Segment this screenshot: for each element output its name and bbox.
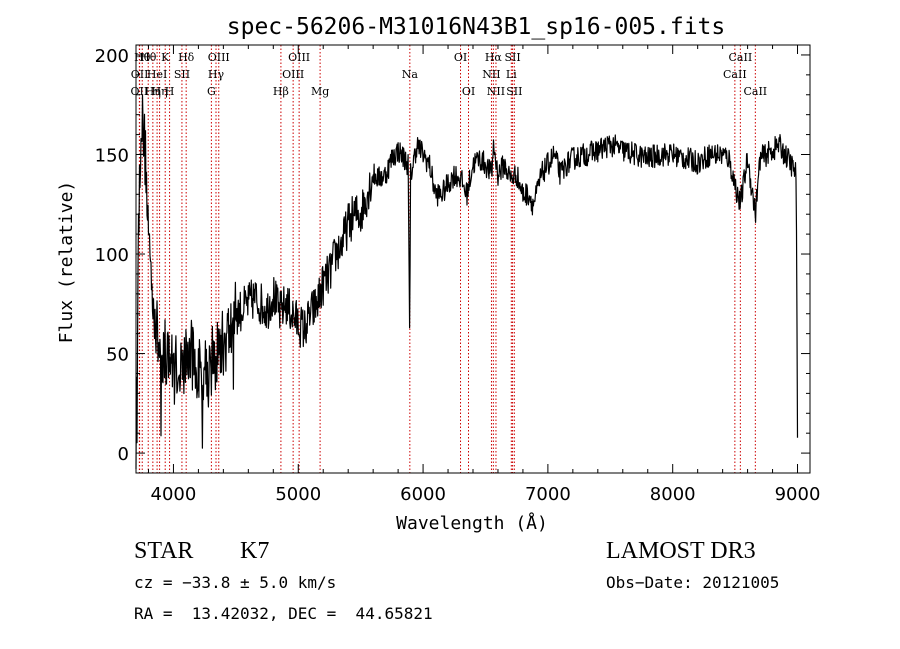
- x-axis-ticks: 4000 5000 6000 7000 8000 9000: [147, 45, 821, 505]
- line-label-22: Hα: [485, 51, 503, 64]
- emission-line-labels: OIIOIIHθHθHηHeIHηKHSIIHδGHγOIIIHβOIIIOII…: [131, 51, 768, 98]
- redshift-cz: cz = −33.8 ± 5.0 km/s: [134, 573, 337, 592]
- y-axis-label: Flux (relative): [56, 181, 77, 344]
- line-label-11: G: [207, 85, 216, 98]
- line-label-3: Hθ: [140, 51, 157, 64]
- line-label-28: CaII: [729, 51, 753, 64]
- line-label-9: SII: [174, 68, 190, 81]
- x-axis-label: Wavelength (Å): [396, 512, 548, 534]
- x-tick-label: 5000: [275, 484, 321, 505]
- line-label-13: OIII: [208, 51, 230, 64]
- object-subclass: K7: [240, 538, 270, 564]
- x-tick-label: 9000: [775, 484, 821, 505]
- line-label-14: Hβ: [273, 85, 289, 98]
- x-tick-label: 6000: [400, 484, 446, 505]
- line-label-29: CaII: [743, 85, 767, 98]
- line-label-7: K: [161, 51, 170, 64]
- y-tick-label: 200: [95, 46, 129, 67]
- line-label-27: CaII: [723, 68, 747, 81]
- line-label-25: SII: [504, 51, 520, 64]
- y-axis-ticks: 0 50 100 150 200: [95, 46, 810, 465]
- x-tick-label: 4000: [151, 484, 197, 505]
- line-label-19: OI: [454, 51, 467, 64]
- line-label-17: Mg: [311, 85, 329, 98]
- x-tick-label: 7000: [525, 484, 571, 505]
- y-tick-label: 50: [106, 345, 129, 366]
- coordinates: RA = 13.42032, DEC = 44.65821: [134, 604, 433, 623]
- line-label-4: Hη: [145, 85, 161, 98]
- line-label-10: Hδ: [178, 51, 195, 64]
- line-label-23: NII: [487, 85, 505, 98]
- line-label-18: Na: [402, 68, 419, 81]
- line-label-16: OIII: [288, 51, 310, 64]
- line-label-6: Hη: [151, 85, 167, 98]
- y-tick-label: 0: [118, 444, 129, 465]
- plot-frame: [135, 44, 811, 474]
- line-label-21: NII: [482, 68, 500, 81]
- line-label-5: HeI: [147, 68, 167, 81]
- spectrum-series: [135, 94, 799, 470]
- line-label-24: Li: [506, 68, 517, 81]
- line-label-2: Hθ: [134, 51, 151, 64]
- line-label-15: OIII: [282, 68, 304, 81]
- y-tick-label: 100: [95, 245, 129, 266]
- object-class: STAR: [134, 538, 194, 564]
- emission-line-markers: [138, 45, 756, 473]
- spectrum-line: [135, 94, 799, 470]
- line-label-26: SII: [506, 85, 522, 98]
- observation-date: Obs−Date: 20121005: [606, 573, 780, 592]
- chart-title: spec-56206-M31016N43B1_sp16-005.fits: [227, 14, 726, 40]
- line-label-8: H: [165, 85, 175, 98]
- line-label-12: Hγ: [208, 68, 225, 81]
- x-tick-label: 8000: [650, 484, 696, 505]
- line-label-0: OII: [131, 85, 149, 98]
- y-tick-label: 150: [95, 145, 129, 166]
- line-label-20: OI: [462, 85, 475, 98]
- survey-name: LAMOST DR3: [606, 538, 756, 564]
